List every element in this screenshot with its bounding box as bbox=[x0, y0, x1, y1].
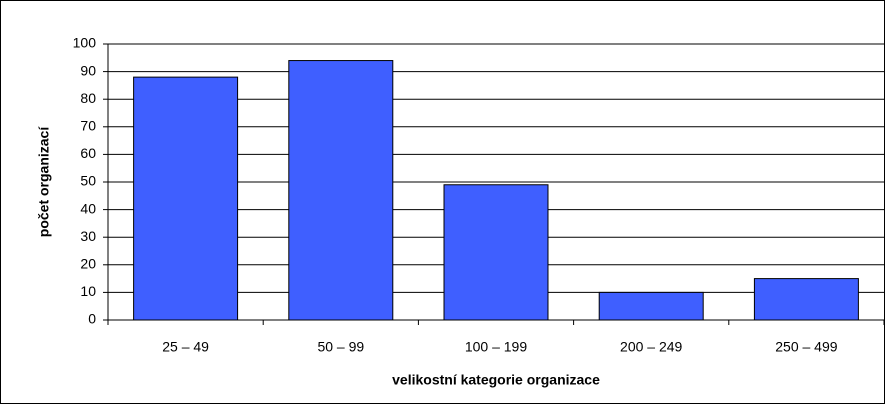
bar bbox=[443, 184, 549, 321]
x-tick-label: 200 – 249 bbox=[620, 339, 682, 355]
bar bbox=[288, 60, 394, 321]
bar bbox=[133, 76, 239, 321]
y-tick-label: 50 bbox=[80, 173, 96, 189]
x-tick-label: 25 – 49 bbox=[162, 339, 209, 355]
x-axis-title: velikostní kategorie organizace bbox=[392, 372, 600, 388]
y-axis-title: počet organizací bbox=[36, 126, 52, 238]
x-tick-label: 250 – 499 bbox=[775, 339, 837, 355]
y-tick-label: 30 bbox=[80, 228, 96, 244]
y-tick-label: 40 bbox=[80, 200, 96, 216]
y-tick-label: 90 bbox=[80, 62, 96, 78]
bar bbox=[598, 291, 704, 321]
x-tick-label: 50 – 99 bbox=[317, 339, 364, 355]
y-tick-label: 80 bbox=[80, 90, 96, 106]
y-tick-label: 100 bbox=[73, 35, 97, 51]
y-tick-label: 10 bbox=[80, 283, 96, 299]
y-tick-label: 20 bbox=[80, 256, 96, 272]
bar bbox=[753, 278, 859, 321]
y-tick-label: 70 bbox=[80, 118, 96, 134]
y-tick-label: 0 bbox=[88, 311, 96, 327]
y-tick-label: 60 bbox=[80, 145, 96, 161]
x-tick-label: 100 – 199 bbox=[465, 339, 527, 355]
